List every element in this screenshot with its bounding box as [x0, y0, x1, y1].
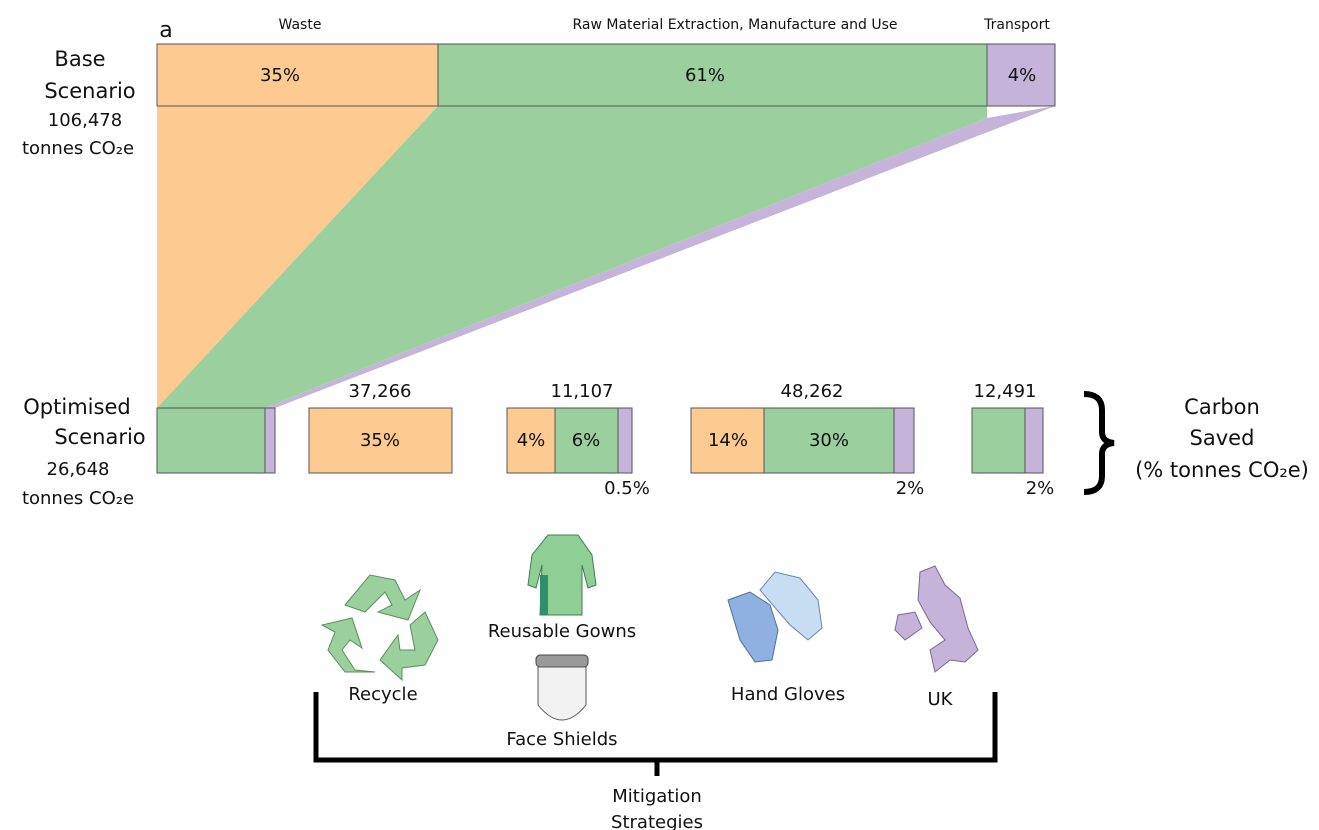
mitigation-label: Strategies [611, 812, 703, 830]
face-shield-icon [535, 654, 589, 721]
uk-icon [894, 565, 979, 673]
icon-label: Recycle [348, 684, 417, 705]
mitigation-label: Mitigation [612, 786, 702, 807]
carbon-saved-label: (% tonnes CO₂e) [1135, 458, 1309, 482]
segment-label: 35% [360, 430, 400, 451]
strategy-segment [554, 407, 619, 474]
strategy-segment [506, 407, 556, 474]
funnel-materials [157, 106, 987, 408]
transport-label: 0.5% [604, 478, 650, 499]
strategy-segment [971, 407, 1026, 474]
segment-label: 14% [708, 430, 748, 451]
carbon-saved-label: Carbon [1184, 395, 1260, 419]
strategy-segment [893, 407, 915, 474]
segment-label: 30% [809, 430, 849, 451]
base-waste [156, 43, 439, 107]
icon-label: Hand Gloves [731, 684, 845, 705]
strategy-total: 48,262 [781, 381, 844, 402]
scenario-label: Optimised [23, 395, 130, 419]
segment-label: 61% [685, 65, 725, 86]
strategy-segment [1024, 407, 1044, 474]
carbon-saved-label: Saved [1190, 426, 1255, 450]
gloves-icon [727, 571, 823, 663]
header: Raw Material Extraction, Manufacture and… [572, 17, 897, 33]
transport-label: 2% [896, 478, 925, 499]
strategy-total: 11,107 [551, 381, 614, 402]
panel-label: a [159, 18, 172, 43]
optimised-transport [264, 407, 276, 474]
gown-icon [527, 534, 597, 616]
segment-label: 4% [1008, 65, 1037, 86]
strategy-segment [617, 407, 633, 474]
scenario-unit: tonnes CO₂e [22, 488, 134, 509]
header: Waste [279, 17, 322, 33]
scenario-label: Base [54, 47, 105, 71]
scenario-label: Scenario [54, 425, 145, 449]
icon-label: Face Shields [506, 729, 617, 750]
scenario-total: 26,648 [47, 459, 110, 480]
header: Transport [983, 17, 1050, 33]
icon-label: Reusable Gowns [488, 621, 636, 642]
funnel-transport [265, 106, 1055, 408]
scenario-unit: tonnes CO₂e [22, 138, 134, 159]
icon-label: UK [928, 689, 954, 710]
strategy-segment [308, 407, 453, 474]
transport-label: 2% [1026, 478, 1055, 499]
strategy-segment [763, 407, 895, 474]
scenario-label: Scenario [44, 79, 135, 103]
segment-label: 6% [572, 430, 601, 451]
bracket [313, 692, 998, 776]
strategy-segment [690, 407, 765, 474]
scenario-total: 106,478 [48, 110, 122, 131]
recycle-icon [320, 574, 439, 682]
strategy-total: 37,266 [349, 381, 412, 402]
segment-label: 35% [260, 65, 300, 86]
segment-label: 4% [517, 430, 546, 451]
brace [1083, 391, 1115, 495]
optimised-materials [156, 407, 266, 474]
base-transport [986, 43, 1056, 107]
strategy-total: 12,491 [974, 381, 1037, 402]
